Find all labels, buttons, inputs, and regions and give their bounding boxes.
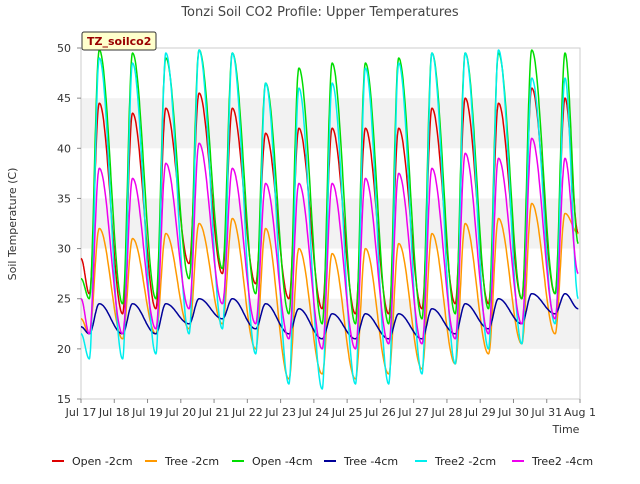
x-tick-label: Jul 22 bbox=[231, 406, 263, 419]
y-tick-label: 45 bbox=[57, 92, 71, 105]
y-tick-label: 35 bbox=[57, 192, 71, 205]
x-tick-label: Jul 29 bbox=[464, 406, 496, 419]
y-tick-label: 15 bbox=[57, 393, 71, 406]
legend-label: Tree2 -2cm bbox=[434, 455, 496, 468]
site-label-box: TZ_soilco2 bbox=[81, 31, 157, 51]
x-tick-label: Jul 26 bbox=[364, 406, 396, 419]
legend-label: Tree -2cm bbox=[164, 455, 219, 468]
x-tick-label: Jul 28 bbox=[431, 406, 463, 419]
legend-label: Tree -4cm bbox=[343, 455, 398, 468]
site-label-background bbox=[81, 31, 157, 51]
y-axis-label: Soil Temperature (C) bbox=[6, 168, 19, 281]
legend: Open -2cm Tree -2cm Open -4cm Tree -4cm Tree… bbox=[52, 455, 593, 468]
chart-title: Tonzi Soil CO2 Profile: Upper Temperatur… bbox=[180, 5, 459, 20]
legend-label: Tree2 -4cm bbox=[531, 455, 593, 468]
x-tick-label: Jul 23 bbox=[264, 406, 296, 419]
x-tick-label: Aug 1 bbox=[564, 406, 596, 419]
x-tick-label: Jul 31 bbox=[530, 406, 562, 419]
x-tick-label: Jul 20 bbox=[164, 406, 196, 419]
y-axis: 15 20 25 30 35 40 45 50 bbox=[57, 42, 81, 406]
y-tick-label: 25 bbox=[57, 293, 71, 306]
x-axis-label: Time bbox=[552, 423, 580, 436]
x-tick-label: Jul 17 bbox=[65, 406, 97, 419]
x-tick-label: Jul 18 bbox=[98, 406, 130, 419]
series-layer bbox=[80, 49, 579, 390]
x-tick-label: Jul 21 bbox=[198, 406, 230, 419]
x-tick-label: Jul 30 bbox=[497, 406, 529, 419]
y-tick-label: 50 bbox=[57, 42, 71, 55]
site-label: TZ_soilco2 bbox=[87, 35, 151, 48]
series-line-tree2-2cm bbox=[80, 49, 579, 390]
y-tick-label: 30 bbox=[57, 243, 71, 256]
x-tick-label: Jul 25 bbox=[331, 406, 363, 419]
legend-label: Open -2cm bbox=[72, 455, 133, 468]
plot-frame bbox=[80, 47, 581, 400]
series-line-tree2-4cm bbox=[80, 137, 579, 350]
legend-label: Open -4cm bbox=[252, 455, 313, 468]
y-tick-label: 40 bbox=[57, 142, 71, 155]
y-tick-label: 20 bbox=[57, 343, 71, 356]
x-axis: Jul 17 Jul 18 Jul 19 Jul 20 Jul 21 Jul 22 Jul … bbox=[65, 399, 596, 419]
x-tick-label: Jul 19 bbox=[131, 406, 163, 419]
x-tick-label: Jul 27 bbox=[397, 406, 429, 419]
x-tick-label: Jul 24 bbox=[297, 406, 329, 419]
